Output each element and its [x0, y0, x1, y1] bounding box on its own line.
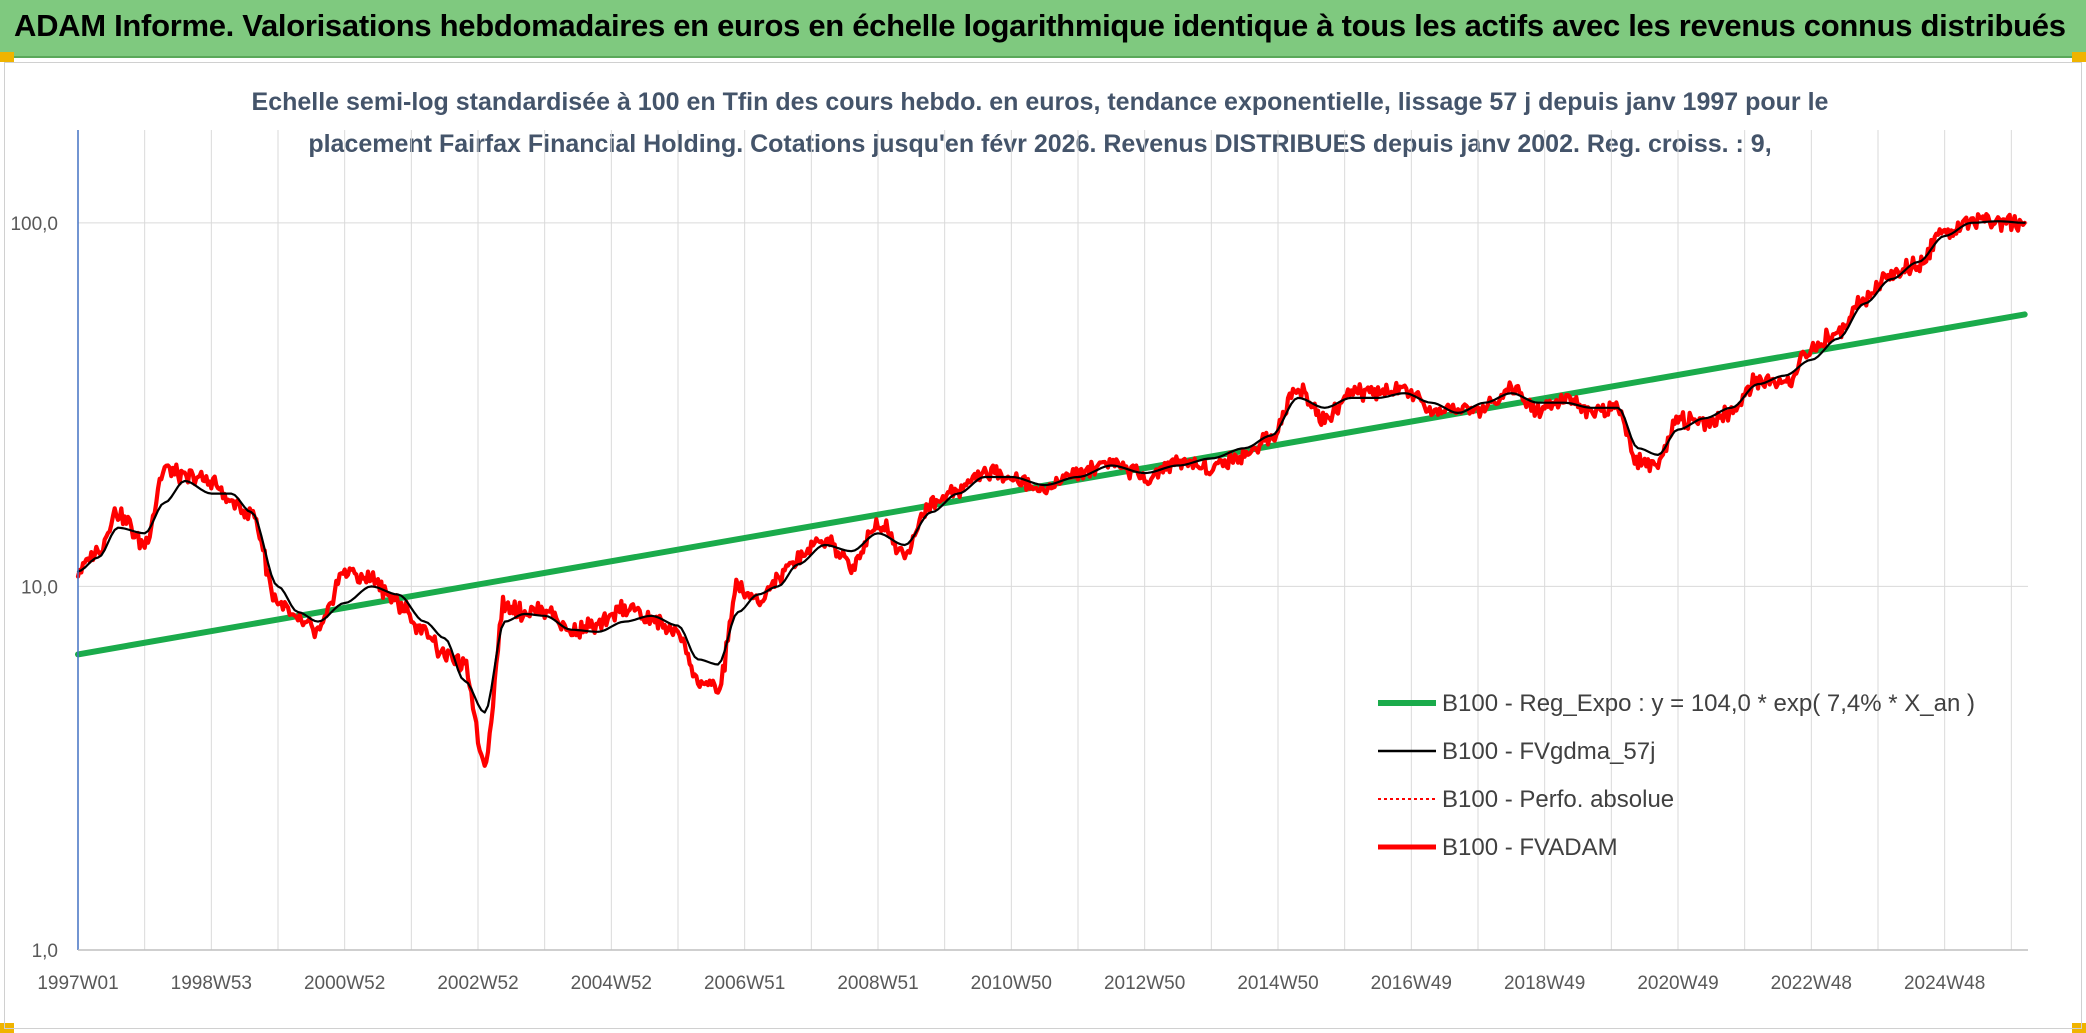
legend-label: B100 - Perfo. absolue: [1442, 786, 1674, 813]
x-tick-label: 2012W50: [1104, 973, 1185, 994]
x-tick-label: 2002W52: [437, 973, 518, 994]
x-tick-label: 2000W52: [304, 973, 385, 994]
legend-label: B100 - FVgdma_57j: [1442, 738, 1655, 765]
legend-label: B100 - FVADAM: [1442, 834, 1618, 861]
x-tick-label: 1997W01: [37, 973, 118, 994]
chart-title-line2: placement Fairfax Financial Holding. Cot…: [308, 130, 1772, 158]
grid-layer: [77, 130, 2028, 951]
y-tick-label: 1,0: [32, 941, 58, 962]
x-tick-label: 1998W53: [171, 973, 252, 994]
header-bar: ADAM Informe. Valorisations hebdomadaire…: [0, 0, 2086, 58]
page-title: ADAM Informe. Valorisations hebdomadaire…: [14, 8, 2066, 43]
chart-frame: [4, 62, 2082, 1029]
corner-marker: [0, 52, 14, 62]
x-tick-label: 2006W51: [704, 973, 785, 994]
x-tick-label: 2016W49: [1371, 973, 1452, 994]
x-tick-label: 2020W49: [1637, 973, 1718, 994]
x-tick-label: 2014W50: [1237, 973, 1318, 994]
x-tick-label: 2010W50: [971, 973, 1052, 994]
x-tick-label: 2022W48: [1771, 973, 1852, 994]
y-tick-label: 10,0: [21, 577, 58, 598]
y-tick-label: 100,0: [10, 214, 58, 235]
x-tick-label: 2008W51: [837, 973, 918, 994]
x-tick-label: 2004W52: [571, 973, 652, 994]
series-line-3: [75, 212, 2027, 768]
legend-label: B100 - Reg_Expo : y = 104,0 * exp( 7,4% …: [1442, 690, 1975, 717]
series-layer: [75, 212, 2028, 768]
axis-layer: 1,0 10,0 100,0 1997W01 1998W53 2000W52 2002W52…: [10, 130, 2028, 994]
chart-title-line1: Echelle semi-log standardisée à 100 en T…: [251, 88, 1829, 116]
corner-marker: [2072, 52, 2086, 62]
series-line-1: [76, 220, 2026, 714]
x-tick-label: 2024W48: [1904, 973, 1985, 994]
chart-legend: B100 - Reg_Expo : y = 104,0 * exp( 7,4% …: [1378, 690, 1975, 861]
x-tick-label: 2018W49: [1504, 973, 1585, 994]
